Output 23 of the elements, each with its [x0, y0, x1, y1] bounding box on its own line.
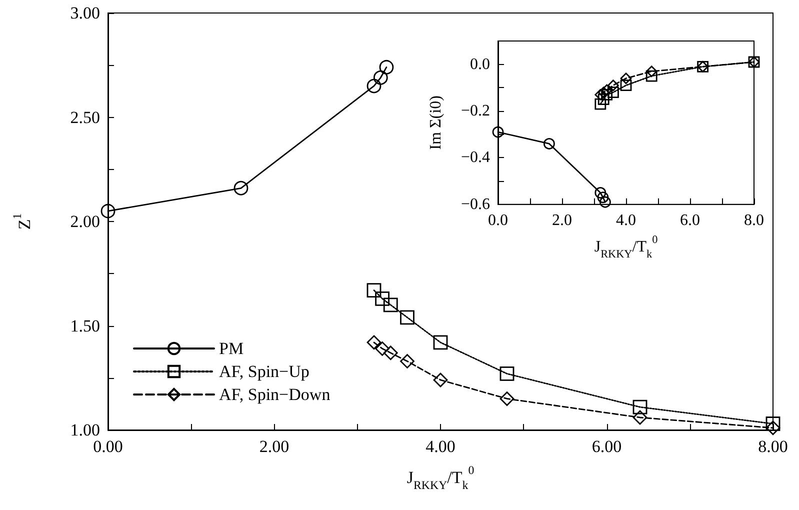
- legend-label: PM: [219, 339, 244, 358]
- y-tick-label: −0.4: [460, 149, 490, 166]
- x-tick-label: 6.0: [680, 212, 700, 229]
- x-tick-label: 0.0: [488, 212, 508, 229]
- x-tick-label: 8.0: [744, 212, 764, 229]
- y-tick-label: 1.00: [70, 420, 100, 440]
- x-tick-label: 4.00: [426, 437, 456, 456]
- y-tick-label: −0.2: [460, 102, 490, 120]
- x-tick-label: 2.0: [552, 212, 572, 229]
- x-tick-label: 6.00: [592, 437, 622, 456]
- legend-label: AF, Spin−Down: [219, 385, 331, 404]
- x-tick-label: 4.0: [616, 212, 636, 229]
- y-tick-label: 2.50: [70, 108, 100, 127]
- legend-label: AF, Spin−Up: [219, 362, 310, 381]
- y-tick-label: −0.6: [460, 196, 490, 213]
- y-axis-title: Z1: [10, 213, 34, 230]
- x-tick-label: 8.00: [758, 437, 788, 456]
- x-tick-label: 0.00: [93, 437, 123, 456]
- x-tick-label: 2.00: [259, 437, 290, 456]
- y-axis-title: Im Σ(i0): [428, 96, 444, 150]
- y-tick-label: 0.0: [470, 56, 490, 73]
- y-tick-label: 3.00: [70, 4, 100, 22]
- y-tick-label: 1.50: [70, 316, 100, 336]
